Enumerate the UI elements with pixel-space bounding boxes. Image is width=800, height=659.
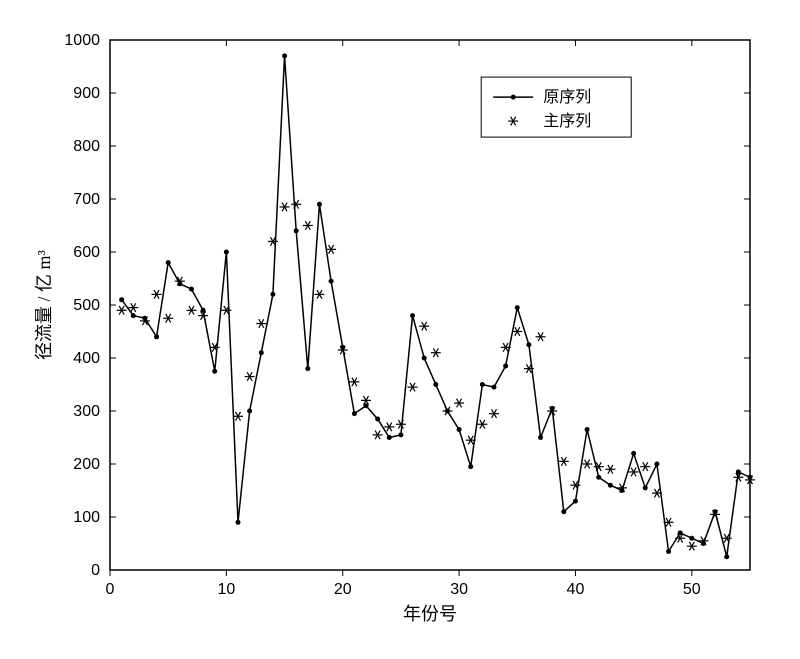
original-series-marker xyxy=(317,202,322,207)
original-series-marker xyxy=(666,549,671,554)
original-series-marker xyxy=(468,464,473,469)
y-axis-label: 径流量 / 亿 m³ xyxy=(34,249,54,360)
original-series-marker xyxy=(596,475,601,480)
original-series-marker xyxy=(270,292,275,297)
original-series-marker xyxy=(236,520,241,525)
original-series-marker xyxy=(631,451,636,456)
svg-text:600: 600 xyxy=(73,244,100,261)
svg-text:0: 0 xyxy=(106,581,115,598)
svg-text:900: 900 xyxy=(73,85,100,102)
main-series-stars xyxy=(117,200,755,551)
svg-text:300: 300 xyxy=(73,403,100,420)
svg-text:400: 400 xyxy=(73,350,100,367)
original-series-marker xyxy=(643,485,648,490)
original-series-marker xyxy=(689,536,694,541)
original-series-marker xyxy=(573,499,578,504)
original-series-marker xyxy=(305,366,310,371)
legend: 原序列主序列 xyxy=(481,77,631,137)
svg-text:500: 500 xyxy=(73,297,100,314)
original-series-marker xyxy=(608,483,613,488)
original-series-marker xyxy=(212,369,217,374)
svg-text:50: 50 xyxy=(683,581,701,598)
original-series-marker xyxy=(259,350,264,355)
legend-item-main: 主序列 xyxy=(543,112,591,130)
original-series-marker xyxy=(387,435,392,440)
original-series-marker xyxy=(410,313,415,318)
original-series-marker xyxy=(189,287,194,292)
original-series-line xyxy=(122,56,750,557)
original-series-marker xyxy=(433,382,438,387)
legend-item-original: 原序列 xyxy=(543,88,591,106)
original-series-marker xyxy=(119,297,124,302)
svg-text:40: 40 xyxy=(567,581,585,598)
original-series-marker xyxy=(585,427,590,432)
original-series-marker xyxy=(503,363,508,368)
runoff-chart: 0102030405001002003004005006007008009001… xyxy=(0,0,800,659)
original-series-marker xyxy=(492,385,497,390)
original-series-marker xyxy=(247,409,252,414)
original-series-marker xyxy=(526,342,531,347)
svg-text:30: 30 xyxy=(450,581,468,598)
original-series-marker xyxy=(131,313,136,318)
svg-text:200: 200 xyxy=(73,456,100,473)
original-series-marker xyxy=(422,356,427,361)
original-series-marker xyxy=(352,411,357,416)
original-series-marker xyxy=(515,305,520,310)
svg-text:10: 10 xyxy=(217,581,235,598)
original-series-marker xyxy=(398,432,403,437)
x-axis-label: 年份号 xyxy=(403,604,457,624)
original-series-marker xyxy=(294,228,299,233)
svg-text:800: 800 xyxy=(73,138,100,155)
original-series-marker xyxy=(724,554,729,559)
original-series-marker xyxy=(224,250,229,255)
chart-svg: 0102030405001002003004005006007008009001… xyxy=(0,0,800,659)
svg-text:1000: 1000 xyxy=(64,32,100,49)
original-series-marker xyxy=(480,382,485,387)
svg-text:700: 700 xyxy=(73,191,100,208)
original-series-marker xyxy=(561,509,566,514)
original-series-marker xyxy=(154,334,159,339)
original-series-marker xyxy=(166,260,171,265)
svg-text:100: 100 xyxy=(73,509,100,526)
original-series-marker xyxy=(457,427,462,432)
original-series-marker xyxy=(329,279,334,284)
svg-text:0: 0 xyxy=(91,562,100,579)
original-series-marker xyxy=(282,53,287,58)
svg-text:20: 20 xyxy=(334,581,352,598)
original-series-marker xyxy=(375,416,380,421)
original-series-marker xyxy=(538,435,543,440)
original-series-marker xyxy=(654,462,659,467)
